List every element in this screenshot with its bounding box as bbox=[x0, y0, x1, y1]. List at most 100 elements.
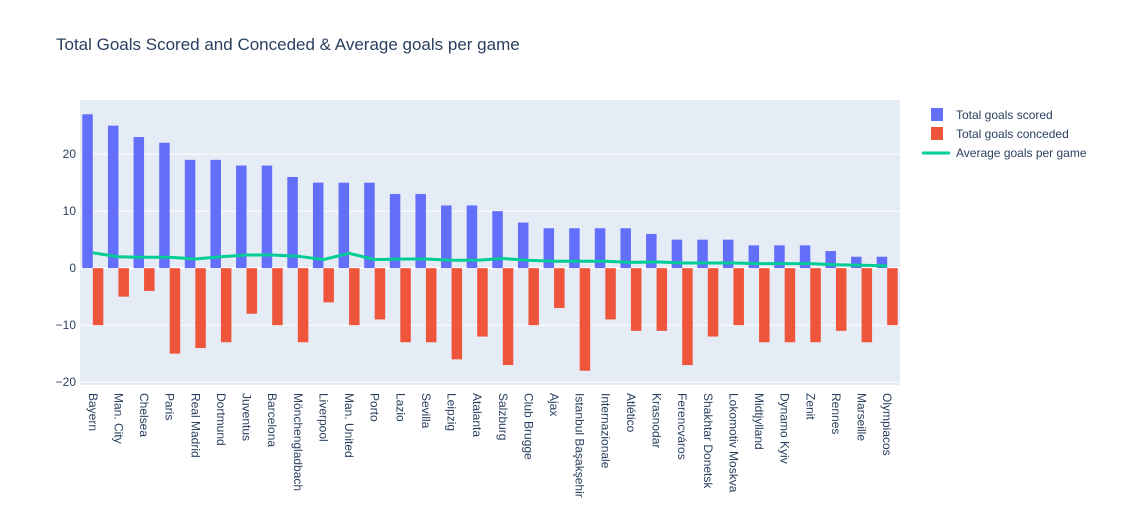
y-tick-label: 20 bbox=[63, 147, 77, 161]
bars bbox=[82, 114, 898, 371]
bar-scored-atletico[interactable] bbox=[620, 228, 631, 269]
bar-scored-shakhtar-donetsk[interactable] bbox=[697, 239, 708, 269]
bar-conceded-man-united[interactable] bbox=[349, 268, 360, 326]
bar-scored-dynamo-kyiv[interactable] bbox=[774, 245, 785, 269]
x-tick-shakhtar-donetsk: Shakhtar Donetsk bbox=[701, 393, 715, 489]
bar-scored-zenit[interactable] bbox=[799, 245, 811, 269]
bar-scored-monchengladbach[interactable] bbox=[287, 176, 298, 269]
bar-scored-salzburg[interactable] bbox=[492, 211, 503, 269]
x-axis-ticks: Bayern Man. City Chelsea Paris Real Madrid Do… bbox=[86, 393, 894, 498]
bar-scored-barcelona[interactable] bbox=[261, 165, 273, 269]
x-tick-paris: Paris bbox=[163, 393, 177, 420]
bar-scored-midtjylland[interactable] bbox=[748, 245, 760, 269]
bar-scored-leipzig[interactable] bbox=[441, 205, 452, 269]
bar-scored-olympiacos[interactable] bbox=[876, 256, 888, 269]
legend-label-average: Average goals per game bbox=[956, 146, 1087, 160]
x-tick-man-united: Man. United bbox=[342, 393, 356, 458]
bar-conceded-marseille[interactable] bbox=[861, 268, 873, 343]
bar-conceded-atletico[interactable] bbox=[630, 268, 642, 331]
bar-scored-man-united[interactable] bbox=[338, 182, 350, 269]
bar-conceded-liverpool[interactable] bbox=[323, 268, 334, 303]
bar-conceded-istanbul-basaksehir[interactable] bbox=[579, 268, 591, 371]
legend-label-conceded: Total goals conceded bbox=[956, 127, 1069, 141]
average-goals-line bbox=[92, 251, 888, 268]
bar-conceded-internazionale[interactable] bbox=[605, 268, 616, 320]
bar-scored-atalanta[interactable] bbox=[466, 205, 478, 269]
bar-conceded-club-brugge[interactable] bbox=[528, 268, 539, 326]
x-tick-dortmund: Dortmund bbox=[214, 393, 228, 446]
x-tick-real-madrid: Real Madrid bbox=[188, 393, 202, 458]
bar-conceded-leipzig[interactable] bbox=[451, 268, 463, 360]
bar-scored-sevilla[interactable] bbox=[415, 194, 426, 269]
bar-scored-club-brugge[interactable] bbox=[517, 222, 529, 269]
bar-scored-ajax[interactable] bbox=[543, 228, 555, 269]
bar-conceded-ajax[interactable] bbox=[554, 268, 565, 309]
bar-conceded-lazio[interactable] bbox=[400, 268, 411, 343]
bar-conceded-juventus[interactable] bbox=[246, 268, 258, 314]
y-tick-label: −10 bbox=[56, 318, 77, 332]
bar-conceded-rennes[interactable] bbox=[835, 268, 847, 331]
x-tick-atalanta: Atalanta bbox=[470, 393, 484, 437]
bar-conceded-barcelona[interactable] bbox=[272, 268, 283, 326]
x-tick-midtjylland: Midtjylland bbox=[752, 393, 766, 450]
legend-swatch-scored bbox=[931, 108, 943, 121]
x-tick-marseille: Marseille bbox=[855, 393, 869, 441]
legend-item-conceded[interactable]: Total goals conceded bbox=[931, 127, 1069, 141]
bar-scored-real-madrid[interactable] bbox=[184, 159, 196, 269]
bar-scored-chelsea[interactable] bbox=[133, 137, 145, 269]
bar-scored-bayern[interactable] bbox=[82, 114, 93, 269]
bar-scored-lokomotiv-moskva[interactable] bbox=[722, 239, 734, 269]
bar-conceded-olympiacos[interactable] bbox=[887, 268, 898, 326]
x-tick-man-city: Man. City bbox=[111, 393, 125, 444]
bar-conceded-midtjylland[interactable] bbox=[759, 268, 770, 343]
bar-conceded-dynamo-kyiv[interactable] bbox=[784, 268, 796, 343]
x-tick-lazio: Lazio bbox=[393, 393, 407, 422]
x-tick-lokomotiv-moskva: Lokomotiv Moskva bbox=[726, 393, 740, 493]
legend-item-scored[interactable]: Total goals scored bbox=[931, 108, 1053, 122]
x-tick-krasnodar: Krasnodar bbox=[650, 393, 664, 448]
legend[interactable]: Total goals scored Total goals conceded … bbox=[922, 108, 1087, 160]
bar-conceded-man-city[interactable] bbox=[118, 268, 129, 297]
bar-scored-liverpool[interactable] bbox=[312, 182, 324, 269]
bar-conceded-salzburg[interactable] bbox=[502, 268, 514, 366]
x-tick-liverpool: Liverpool bbox=[316, 393, 330, 442]
bar-scored-rennes[interactable] bbox=[825, 251, 836, 269]
bar-scored-istanbul-basaksehir[interactable] bbox=[569, 228, 580, 269]
bar-conceded-paris[interactable] bbox=[169, 268, 181, 354]
y-tick-label: 10 bbox=[63, 204, 77, 218]
x-tick-monchengladbach: Mönchengladbach bbox=[291, 393, 305, 491]
bar-scored-ferencvaros[interactable] bbox=[671, 239, 683, 269]
bar-conceded-atalanta[interactable] bbox=[477, 268, 488, 337]
x-tick-juventus: Juventus bbox=[240, 393, 254, 441]
bar-scored-man-city[interactable] bbox=[107, 125, 119, 269]
bar-scored-internazionale[interactable] bbox=[594, 228, 606, 269]
x-tick-ferencvaros: Ferencváros bbox=[675, 393, 689, 460]
legend-item-average[interactable]: Average goals per game bbox=[922, 146, 1087, 160]
bar-scored-lazio[interactable] bbox=[389, 194, 401, 269]
x-tick-club-brugge: Club Brugge bbox=[521, 393, 535, 460]
x-tick-chelsea: Chelsea bbox=[137, 393, 151, 437]
bar-conceded-real-madrid[interactable] bbox=[195, 268, 206, 348]
bar-conceded-zenit[interactable] bbox=[810, 268, 821, 343]
bar-scored-porto[interactable] bbox=[364, 182, 375, 269]
bar-scored-paris[interactable] bbox=[159, 142, 170, 269]
bar-scored-juventus[interactable] bbox=[236, 165, 247, 269]
bar-conceded-dortmund[interactable] bbox=[220, 268, 232, 343]
bar-conceded-bayern[interactable] bbox=[92, 268, 104, 326]
x-tick-sevilla: Sevilla bbox=[419, 393, 433, 429]
bar-scored-krasnodar[interactable] bbox=[646, 233, 657, 269]
bar-scored-marseille[interactable] bbox=[851, 256, 862, 269]
bar-conceded-lokomotiv-moskva[interactable] bbox=[733, 268, 744, 326]
bar-conceded-krasnodar[interactable] bbox=[656, 268, 668, 331]
bar-conceded-porto[interactable] bbox=[374, 268, 386, 320]
y-tick-label: −20 bbox=[56, 375, 77, 389]
bar-conceded-ferencvaros[interactable] bbox=[682, 268, 693, 366]
bar-conceded-shakhtar-donetsk[interactable] bbox=[707, 268, 719, 337]
bar-conceded-monchengladbach[interactable] bbox=[297, 268, 309, 343]
bar-conceded-sevilla[interactable] bbox=[425, 268, 437, 343]
x-tick-porto: Porto bbox=[368, 393, 382, 422]
y-tick-label: 0 bbox=[69, 261, 76, 275]
bar-conceded-chelsea[interactable] bbox=[144, 268, 155, 291]
bar-scored-dortmund[interactable] bbox=[210, 159, 221, 269]
